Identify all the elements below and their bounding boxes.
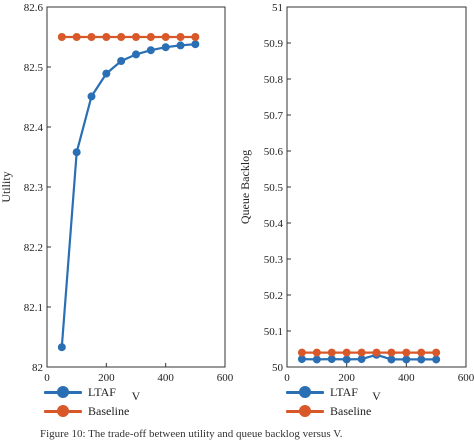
right-ltaf-point [327,355,336,364]
right-y-tick-label: 50.1 [264,326,283,338]
right-baseline-point [312,348,321,357]
legend-swatch [286,404,324,418]
left-baseline-point [117,33,126,41]
left-ltaf-point [161,43,170,52]
left-y-tick-label: 82.6 [24,2,44,14]
right-ltaf-point [417,355,426,364]
right-ltaf-point [432,355,441,364]
left-baseline-point [132,33,140,41]
legend-swatch [44,404,82,418]
right-ltaf-point [387,355,396,364]
left-x-tick-label: 0 [44,372,50,384]
left-ltaf-point [132,50,140,59]
right-x-tick-label: 600 [458,372,474,384]
left-x-tick-label: 400 [157,372,174,384]
right-y-tick-label: 50.8 [264,74,284,86]
legend-swatch [44,385,82,399]
right-ltaf-point [357,355,366,364]
legend-item-baseline: Baseline [44,404,129,418]
left-y-tick-label: 82.5 [24,62,44,74]
right-y-tick-label: 50.3 [264,254,284,266]
right-ltaf-point [342,355,351,364]
legend-label: LTAF [88,384,116,399]
legend-item-ltaf: LTAF [44,385,129,399]
left-baseline-point [176,33,185,41]
right-y-axis-label: Queue Backlog [238,150,252,224]
right-y-tick-label: 50.9 [264,38,284,50]
right-y-tick-label: 50.6 [264,146,284,158]
right-ltaf-line [301,353,437,361]
right-baseline-point [357,348,366,357]
right-y-tick-label: 51 [272,2,283,14]
legend-label: LTAF [330,384,358,399]
left-x-tick-label: 200 [98,372,115,384]
left-ltaf-point [87,92,96,101]
left-baseline-point [161,33,170,41]
right-baseline-point [387,348,396,357]
right-baseline-point [372,348,381,357]
legend-left: LTAF Baseline [44,385,129,418]
left-baseline-point [87,33,96,41]
right-baseline-point [402,348,411,357]
right-x-tick-label: 200 [338,372,355,384]
left-baseline-point [57,33,66,41]
left-ltaf-point [146,46,155,55]
right-ltaf-point [297,355,306,364]
right-baseline-point [297,348,306,357]
left-ltaf-point [117,57,126,65]
left-x-axis-label: V [132,389,141,403]
left-x-tick-label: 600 [217,372,234,384]
left-ltaf-point [72,148,81,157]
right-y-tick-label: 50 [272,362,284,374]
left-y-tick-label: 82 [32,362,43,374]
left-baseline-point [191,33,200,41]
right-baseline-point [342,348,351,357]
right-y-tick-label: 50.2 [264,290,283,302]
left-ltaf-point [176,41,185,50]
right-plot-frame [286,6,467,368]
right-baseline-point [432,348,441,357]
legend-item-ltaf: LTAF [286,385,371,399]
left-y-tick-label: 82.4 [24,122,44,134]
left-y-tick-label: 82.1 [24,302,43,314]
left-ltaf-point [191,40,200,49]
right-x-tick-label: 0 [284,372,290,384]
left-y-tick-label: 82.3 [24,182,44,194]
right-baseline-point [327,348,336,357]
left-baseline-point [146,33,155,41]
left-baseline-point [102,33,111,41]
left-y-axis-label: Utility [0,171,13,202]
left-y-tick-label: 82.2 [24,242,43,254]
legend-swatch [286,385,324,399]
right-y-tick-label: 50.4 [264,218,284,230]
left-ltaf-point [102,69,111,78]
left-baseline-point [72,33,81,41]
right-y-tick-label: 50.5 [264,182,284,194]
legend-label: Baseline [88,403,130,418]
right-y-tick-label: 50.7 [264,110,284,122]
figure-caption: Figure 10: The trade-off between utility… [40,428,343,440]
legend-right: LTAF Baseline [286,385,371,418]
legend-item-baseline: Baseline [286,404,371,418]
left-ltaf-point [57,343,66,352]
right-x-axis-label: V [372,389,381,403]
right-ltaf-point [402,355,411,364]
right-baseline-point [417,348,426,357]
left-ltaf-line [60,43,196,348]
right-ltaf-point [312,355,321,364]
right-x-tick-label: 400 [398,372,415,384]
legend-label: Baseline [330,403,372,418]
